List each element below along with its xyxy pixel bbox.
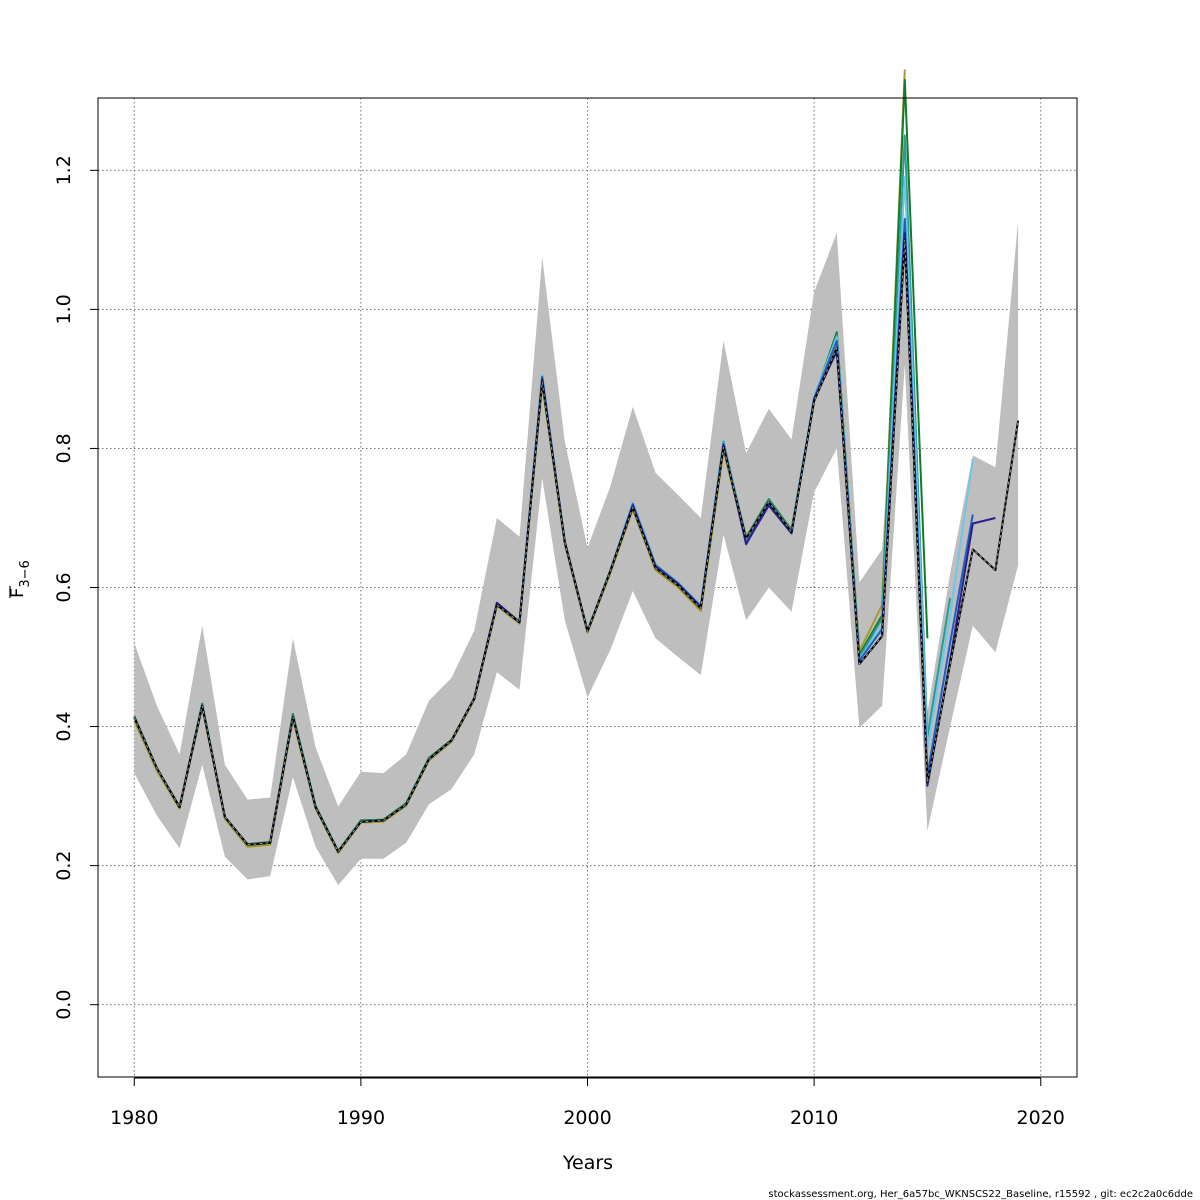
confidence-band-layer [134, 212, 1019, 886]
x-tick-label: 2020 [1017, 1107, 1065, 1129]
svg-text:F3−6: F3−6 [7, 560, 33, 598]
series-line-dash-overlay [133, 239, 1019, 853]
x-tick-label: 1990 [337, 1107, 385, 1129]
x-axis: 1980 1990 2000 2010 2020 [110, 1077, 1065, 1129]
x-axis-label: Years [562, 1152, 613, 1174]
y-axis-label-main: F [7, 588, 28, 598]
confidence-band [134, 212, 1019, 886]
x-tick-label: 2000 [563, 1107, 611, 1129]
x-tick-label: 1980 [110, 1107, 158, 1129]
y-tick-label: 0.6 [53, 572, 75, 602]
y-tick-label: 0.8 [53, 433, 75, 463]
y-axis: 0.0 0.2 0.4 0.6 0.8 1.0 1.2 [53, 155, 99, 1020]
series-lines [133, 69, 1020, 855]
y-tick-label: 0.2 [53, 851, 75, 881]
y-tick-label: 0.0 [53, 990, 75, 1020]
y-tick-label: 1.2 [53, 155, 75, 185]
y-tick-label: 0.4 [53, 711, 75, 741]
y-axis-label-subscript: 3−6 [18, 560, 33, 587]
x-tick-label: 2010 [790, 1107, 838, 1129]
y-tick-label: 1.0 [53, 294, 75, 324]
series-line [133, 134, 952, 853]
footer-credit: stockassessment.org, Her_6a57bc_WKNSCS22… [768, 1189, 1193, 1200]
y-axis-label: F3−6 [7, 560, 33, 598]
